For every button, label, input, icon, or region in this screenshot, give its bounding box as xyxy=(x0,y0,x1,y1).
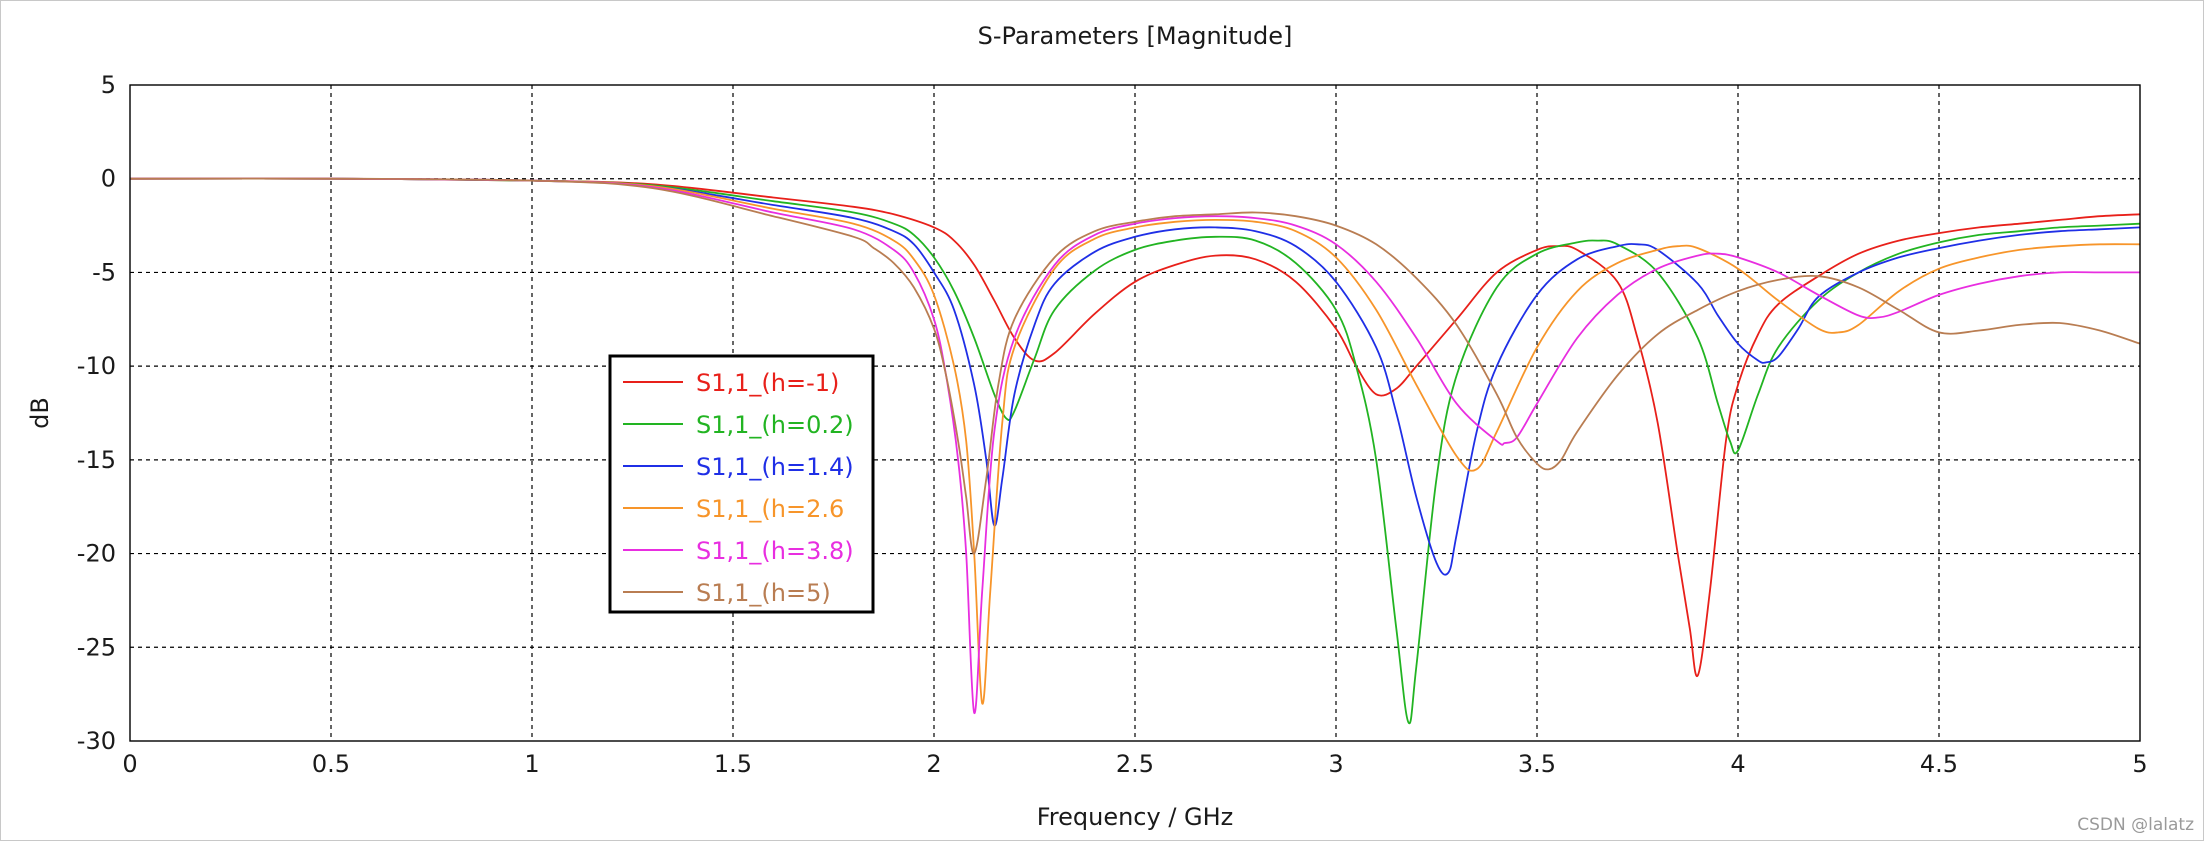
legend-label-4: S1,1_(h=2.6 xyxy=(696,495,844,523)
legend-label-5: S1,1_(h=3.8) xyxy=(696,537,854,565)
series-line-6 xyxy=(129,177,2141,555)
y-axis-ticks: 5 0 -5 -10 -15 -20 -25 -30 xyxy=(77,71,116,755)
y-tick-label: -20 xyxy=(77,540,116,568)
legend-label-1: S1,1_(h=-1) xyxy=(696,369,839,397)
legend-label-2: S1,1_(h=0.2) xyxy=(696,411,854,439)
series-line-3 xyxy=(129,177,2141,576)
series-lines xyxy=(129,177,2141,725)
series-line-4 xyxy=(129,177,2141,705)
grid-lines xyxy=(130,85,2140,741)
legend-label-3: S1,1_(h=1.4) xyxy=(696,453,854,481)
y-tick-label: -30 xyxy=(77,727,116,755)
legend-label-6: S1,1_(h=5) xyxy=(696,579,831,607)
y-tick-label: -15 xyxy=(77,446,116,474)
x-tick-label: 2 xyxy=(926,750,941,778)
x-tick-label: 3 xyxy=(1328,750,1343,778)
y-tick-label: -5 xyxy=(92,258,116,286)
x-tick-label: 3.5 xyxy=(1518,750,1556,778)
plot-area-border xyxy=(129,84,2141,742)
series-line-5 xyxy=(129,177,2140,714)
x-axis-ticks: 0 0.5 1 1.5 2 2.5 3 3.5 4 4.5 5 xyxy=(122,750,2147,778)
chart-title: S-Parameters [Magnitude] xyxy=(978,22,1293,50)
x-tick-label: 0.5 xyxy=(312,750,350,778)
x-tick-label: 1 xyxy=(524,750,539,778)
x-tick-label: 0 xyxy=(122,750,137,778)
series-line-2 xyxy=(129,177,2141,725)
x-tick-label: 4.5 xyxy=(1920,750,1958,778)
legend: S1,1_(h=-1) S1,1_(h=0.2) S1,1_(h=1.4) S1,1_… xyxy=(608,354,875,614)
y-tick-label: 0 xyxy=(101,165,116,193)
x-tick-label: 2.5 xyxy=(1116,750,1154,778)
watermark: CSDN @lalatz xyxy=(2077,815,2194,835)
y-tick-label: -25 xyxy=(77,633,116,661)
y-tick-label: 5 xyxy=(101,71,116,99)
x-axis-label: Frequency / GHz xyxy=(1037,803,1234,831)
legend-box xyxy=(608,354,875,614)
y-axis-label: dB xyxy=(26,397,54,429)
x-tick-label: 1.5 xyxy=(714,750,752,778)
series-line-1 xyxy=(129,177,2141,677)
y-tick-label: -10 xyxy=(77,352,116,380)
x-tick-label: 4 xyxy=(1730,750,1745,778)
x-tick-label: 5 xyxy=(2132,750,2147,778)
